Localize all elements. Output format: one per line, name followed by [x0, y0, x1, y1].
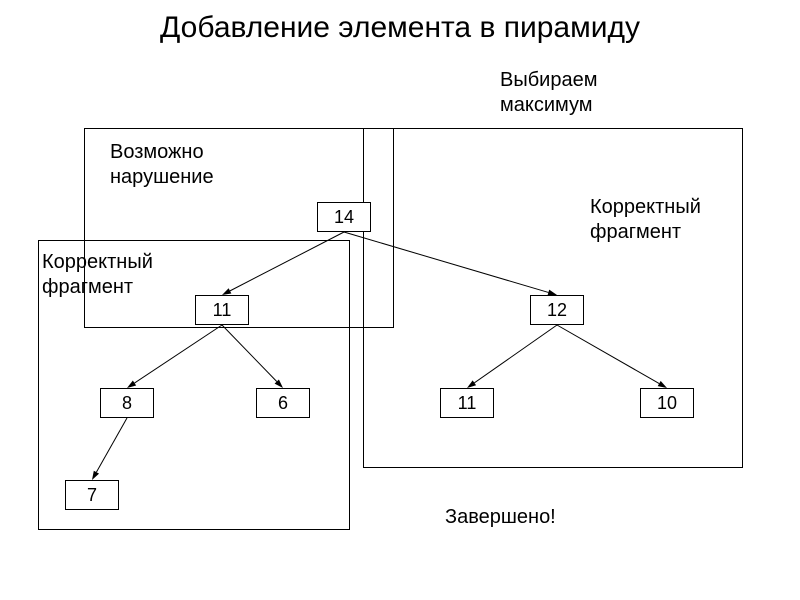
tree-node-n14: 14 [317, 202, 371, 232]
tree-node-n12: 12 [530, 295, 584, 325]
diagram-title: Добавление элемента в пирамиду [0, 10, 800, 46]
tree-node-n11b: 11 [440, 388, 494, 418]
tree-node-n8: 8 [100, 388, 154, 418]
tree-node-n11a: 11 [195, 295, 249, 325]
label-done: Завершено! [445, 505, 556, 530]
tree-node-n6: 6 [256, 388, 310, 418]
tree-node-n7: 7 [65, 480, 119, 510]
label-select-max: Выбираем максимум [500, 68, 597, 118]
tree-node-n10: 10 [640, 388, 694, 418]
